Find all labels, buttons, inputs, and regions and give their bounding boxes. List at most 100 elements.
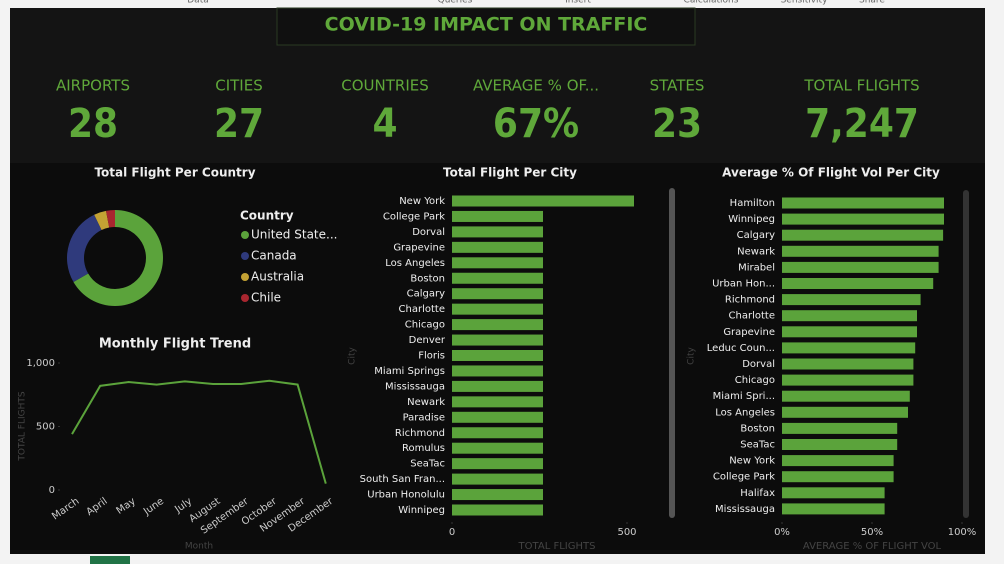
y-tick-label: Calgary — [737, 230, 775, 241]
y-tick-label: College Park — [383, 211, 445, 222]
y-tick-label: Mirabel — [738, 262, 775, 273]
y-tick-label: Floris — [418, 351, 445, 362]
kpi-label: COUNTRIES — [341, 77, 429, 95]
bar — [452, 334, 543, 346]
y-tick-label: Romulus — [402, 443, 445, 454]
y-tick-label: Denver — [409, 335, 446, 346]
y-tick-label: Grapevine — [393, 242, 445, 253]
bar — [452, 380, 543, 392]
y-tick-label: Charlotte — [729, 311, 775, 322]
y-tick-label: Miami Spri... — [713, 391, 775, 402]
bar — [782, 197, 944, 209]
y-tick-label: Los Angeles — [715, 407, 775, 418]
bar — [782, 358, 914, 370]
y-tick-label: Chicago — [735, 375, 775, 386]
y-tick-label: Dorval — [742, 359, 775, 370]
ribbon-label: Insert — [565, 0, 591, 6]
bar — [452, 350, 543, 361]
bar — [452, 303, 543, 315]
donut-slice — [106, 210, 115, 228]
chart-title: Monthly Flight Trend — [99, 337, 251, 352]
y-tick-label: Urban Hon... — [712, 279, 775, 290]
y-tick-label: South San Fran... — [360, 474, 445, 485]
scrollbar[interactable] — [669, 188, 675, 518]
bar — [452, 226, 543, 238]
y-tick-label: SeaTac — [410, 459, 445, 470]
bar — [452, 504, 543, 516]
donut-slice — [73, 210, 163, 306]
y-tick-label: Leduc Coun... — [707, 343, 775, 354]
y-tick-label: Hamilton — [730, 198, 775, 209]
bar — [782, 406, 908, 418]
bar — [452, 241, 543, 253]
kpi-value: 28 — [68, 101, 118, 147]
bar — [782, 422, 898, 434]
y-axis-title: City — [348, 347, 358, 365]
legend-swatch — [241, 273, 249, 281]
bar — [782, 229, 944, 241]
tab-indicator — [90, 556, 130, 564]
kpi-label: AVERAGE % OF... — [473, 77, 599, 95]
y-tick-label: Miami Springs — [374, 366, 445, 377]
y-tick-label: New York — [729, 456, 775, 467]
y-tick-label: Mississauga — [715, 504, 775, 515]
legend-swatch — [241, 252, 249, 260]
bar — [452, 411, 543, 423]
y-tick-label: 500 — [36, 422, 55, 433]
legend-label: Chile — [251, 291, 281, 305]
chart-title: Total Flight Per Country — [94, 166, 255, 180]
bar — [782, 471, 894, 483]
x-tick-label: 100% — [948, 527, 977, 538]
y-tick-label: 0 — [49, 485, 55, 496]
y-axis-title: City — [687, 347, 697, 365]
kpi-value: 4 — [372, 101, 397, 147]
legend-label: United State... — [251, 228, 337, 242]
bar — [452, 257, 543, 269]
bar — [782, 213, 944, 225]
donut-slice — [94, 210, 110, 231]
bar — [452, 319, 543, 331]
y-tick-label: Paradise — [403, 412, 445, 423]
x-axis-title: AVERAGE % OF FLIGHT VOL — [803, 541, 942, 552]
bar — [452, 473, 543, 485]
ribbon-label: Calculations — [684, 0, 739, 6]
dashboard-title: COVID-19 IMPACT ON TRAFFIC — [325, 14, 648, 36]
y-tick-label: New York — [399, 196, 445, 207]
kpi-value: 7,247 — [805, 101, 919, 147]
y-tick-label: Mississauga — [385, 381, 445, 392]
kpi-label: CITIES — [215, 77, 262, 95]
kpi-value: 67% — [493, 101, 579, 147]
chart-title: Total Flight Per City — [443, 166, 577, 180]
y-axis-title: TOTAL FLIGHTS — [18, 391, 28, 461]
y-tick-label: Winnipeg — [398, 505, 445, 516]
x-axis-title: Month — [185, 542, 213, 552]
chart-title: Average % Of Flight Vol Per City — [722, 166, 940, 180]
kpi-label: TOTAL FLIGHTS — [803, 77, 919, 95]
bar — [452, 288, 543, 300]
bar — [782, 439, 898, 450]
y-tick-label: Grapevine — [723, 327, 775, 338]
trend-line — [71, 379, 327, 484]
y-tick-label: Richmond — [395, 428, 445, 439]
donut-slice — [67, 214, 102, 283]
bar — [782, 390, 910, 402]
x-tick-label: 0% — [774, 527, 790, 538]
bar — [452, 489, 543, 501]
ribbon-label: Sensitivity — [781, 0, 829, 6]
bar — [782, 503, 885, 515]
bar — [452, 272, 543, 284]
y-tick-label: Boston — [740, 423, 775, 434]
x-tick-label: 50% — [861, 527, 883, 538]
y-tick-label: Boston — [410, 273, 445, 284]
y-tick-label: College Park — [713, 472, 775, 483]
bar — [782, 310, 917, 322]
bar — [782, 278, 934, 289]
legend-title: Country — [240, 209, 294, 223]
scrollbar[interactable] — [963, 190, 969, 518]
x-tick-label: 0 — [449, 527, 455, 538]
title-box — [276, 7, 696, 46]
bar — [452, 365, 543, 377]
y-tick-label: Dorval — [412, 227, 445, 238]
